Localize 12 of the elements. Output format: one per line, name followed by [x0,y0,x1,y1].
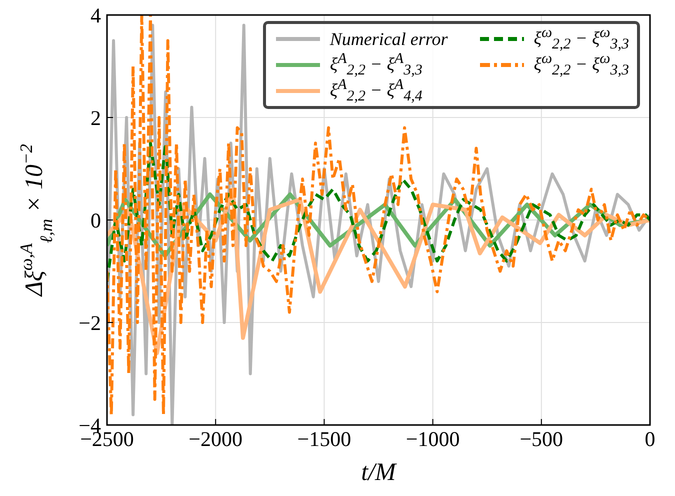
line-series [107,142,650,283]
y-tick-label: −2 [78,310,101,335]
x-axis-title: t/M [361,459,398,486]
x-tick-label: −500 [520,426,564,451]
x-tick-label: −1500 [297,426,352,451]
x-tick-label: 0 [644,426,656,451]
y-tick-label: 0 [90,208,101,232]
x-tick-label: −1000 [406,426,460,451]
x-tick-label: −2000 [188,426,243,451]
y-tick-label: 4 [90,3,102,28]
legend-label: Numerical error [330,28,448,50]
y-tick-label: 2 [90,106,101,130]
